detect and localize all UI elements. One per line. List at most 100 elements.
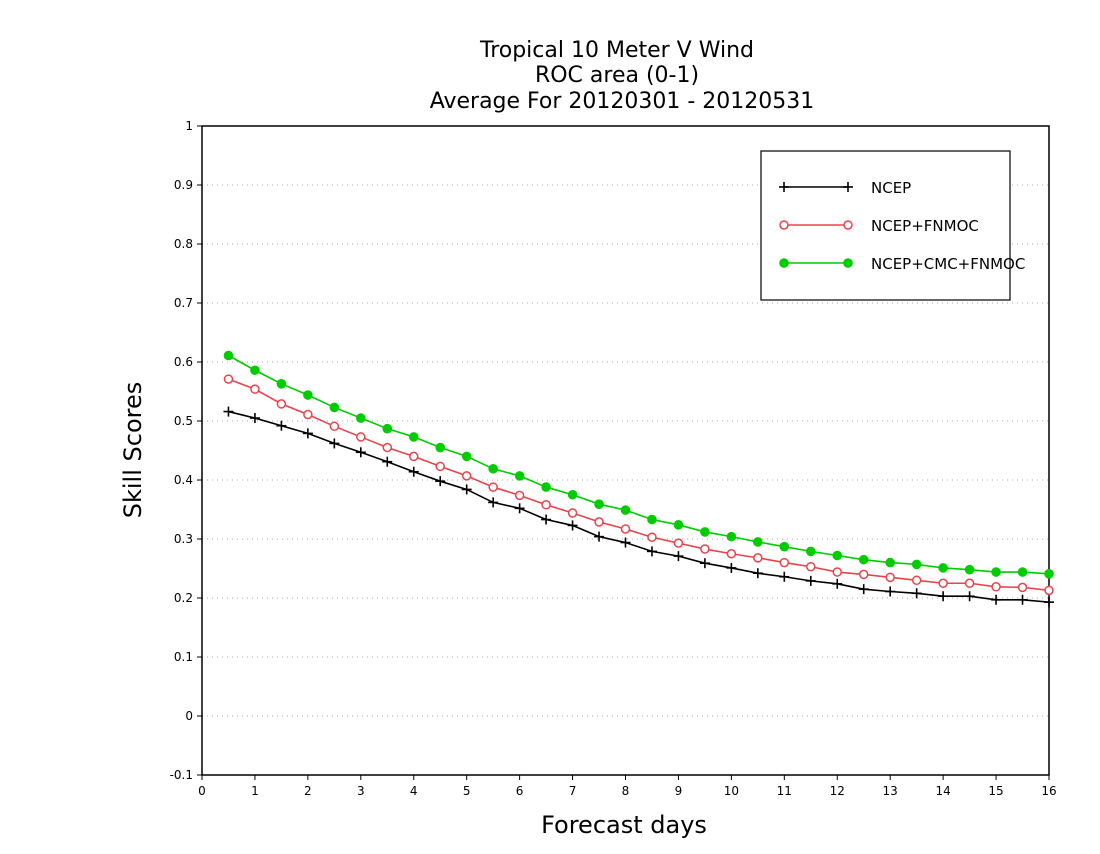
data-point-ncep-cmc-fnmoc [779,541,790,552]
data-point-ncep-cmc-fnmoc [541,482,551,492]
x-tick-label: 9 [675,784,683,798]
data-point-ncep [249,413,260,424]
x-tick-label: 10 [724,784,739,798]
data-point-ncep-fnmoc [409,451,419,462]
y-axis-title: Skill Scores [119,382,147,519]
x-axis-title: Forecast days [541,811,707,839]
data-point-ncep-cmc-fnmoc [938,563,948,573]
data-point-ncep-cmc-fnmoc [250,365,260,376]
data-point-ncep-fnmoc [991,582,1001,592]
series-line-ncep [228,410,1050,603]
data-point-ncep [382,456,393,467]
data-point-ncep-fnmoc [673,538,684,548]
y-tick-label: 0.3 [174,532,193,546]
data-point-ncep-cmc-fnmoc [594,499,604,509]
x-tick-label: 1 [251,784,259,798]
data-point-ncep [964,591,975,602]
data-point-ncep-fnmoc [700,544,710,554]
y-tick-label: 0.2 [174,591,193,605]
data-point-ncep-cmc-fnmoc [832,550,843,561]
axes: -0.100.10.20.30.40.50.60.70.80.910 1 2 3 4 5 6… [170,119,1057,798]
legend-marker-ncep-cmc-fnmoc [843,258,853,268]
data-point-ncep [1017,594,1028,605]
data-point-ncep-cmc-fnmoc [567,489,578,500]
data-point-ncep [302,428,313,439]
data-point-ncep-fnmoc [885,572,895,583]
data-point-ncep-fnmoc [514,490,525,501]
data-point-ncep-fnmoc [382,442,393,453]
data-point-ncep [699,558,710,569]
x-tick-label: 12 [830,784,845,798]
legend-label-ncep-fnmoc: NCEP+FNMOC [871,217,979,235]
legend-label-ncep: NCEP [871,179,911,197]
series-line-ncep-fnmoc [228,378,1050,592]
y-tick-label: 0 [185,709,193,723]
legend: NCEP NCEP+FNMOC NCEP+CMC+FNMOC [760,150,1025,301]
y-tick-label: 0.9 [174,178,193,192]
data-point-ncep-fnmoc [303,409,313,420]
data-point-ncep-fnmoc [435,461,445,472]
y-tick-label: 1 [185,119,193,133]
data-point-ncep-cmc-fnmoc [1044,569,1054,579]
data-point-ncep-cmc-fnmoc [911,559,922,570]
legend-marker-ncep-fnmoc [843,220,853,230]
x-tick-label: 14 [935,784,950,798]
data-point-ncep-cmc-fnmoc [435,442,446,453]
data-point-ncep-fnmoc [223,374,234,384]
x-tick-label: 2 [304,784,312,798]
data-point-ncep-fnmoc [620,524,631,534]
legend-marker-ncep [779,182,789,192]
y-tick-label: 0.7 [174,296,193,310]
data-point-ncep-cmc-fnmoc [858,554,869,565]
y-tick-label: 0.5 [174,414,193,428]
y-tick-label: 0.6 [174,355,193,369]
data-point-ncep [991,594,1002,605]
chart-title: Tropical 10 Meter V Wind ROC area (0-1) … [430,38,815,114]
data-point-ncep-cmc-fnmoc [303,390,313,400]
data-point-ncep-fnmoc [1017,582,1028,593]
data-point-ncep [276,420,287,431]
data-point-ncep-cmc-fnmoc [726,531,737,542]
data-point-ncep [832,578,843,589]
data-point-ncep-fnmoc [250,384,260,394]
data-point-ncep-fnmoc [329,421,340,432]
data-point-ncep-cmc-fnmoc [673,520,684,530]
data-point-ncep [779,571,790,582]
data-point-ncep-fnmoc [276,399,287,409]
data-point-ncep-cmc-fnmoc [1017,567,1028,577]
data-point-ncep [488,497,499,508]
y-tick-label: -0.1 [170,768,193,782]
x-tick-label: 16 [1041,784,1056,798]
x-tick-label: 13 [883,784,898,798]
data-point-ncep-cmc-fnmoc [382,423,393,434]
data-point-ncep-cmc-fnmoc [885,557,895,568]
data-point-ncep-fnmoc [779,557,790,568]
data-point-ncep-fnmoc [858,569,869,580]
data-point-ncep-fnmoc [356,432,366,442]
chart-title-line-2: ROC area (0-1) [535,63,699,88]
data-point-ncep-cmc-fnmoc [964,564,975,575]
y-tick-label: 0.1 [174,650,193,664]
y-tick-label: 0.8 [174,237,193,251]
x-tick-label: 8 [622,784,630,798]
x-tick-label: 15 [988,784,1003,798]
data-point-ncep-cmc-fnmoc [461,451,472,462]
data-point-ncep-fnmoc [911,575,922,586]
series-ncep [223,406,1054,608]
data-point-ncep-fnmoc [461,471,472,481]
data-point-ncep [911,588,922,599]
chart-title-line-3: Average For 20120301 - 20120531 [430,89,815,114]
data-point-ncep [673,551,684,562]
series-ncep-fnmoc [223,374,1054,596]
data-point-ncep-fnmoc [541,500,551,510]
data-point-ncep [594,531,605,542]
data-point-ncep-fnmoc [964,578,975,588]
data-point-ncep [541,514,552,525]
data-point-ncep [567,520,578,531]
data-point-ncep-cmc-fnmoc [620,505,631,515]
data-point-ncep-cmc-fnmoc [408,432,419,442]
legend-label-ncep-cmc-fnmoc: NCEP+CMC+FNMOC [871,255,1025,273]
data-point-ncep [885,586,896,597]
